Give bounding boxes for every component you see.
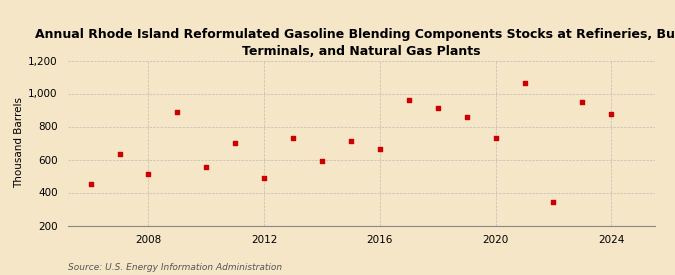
Point <box>346 139 356 144</box>
Point <box>259 176 269 181</box>
Point <box>288 136 298 140</box>
Point <box>230 141 241 145</box>
Point <box>577 100 588 104</box>
Title: Annual Rhode Island Reformulated Gasoline Blending Components Stocks at Refineri: Annual Rhode Island Reformulated Gasolin… <box>35 28 675 58</box>
Point <box>490 136 501 140</box>
Point <box>143 171 154 176</box>
Point <box>201 165 212 169</box>
Y-axis label: Thousand Barrels: Thousand Barrels <box>14 98 24 188</box>
Point <box>114 152 125 156</box>
Point <box>548 199 559 204</box>
Point <box>433 106 443 111</box>
Point <box>85 182 96 186</box>
Point <box>375 147 385 151</box>
Point <box>404 98 414 102</box>
Point <box>172 109 183 114</box>
Text: Source: U.S. Energy Information Administration: Source: U.S. Energy Information Administ… <box>68 263 281 272</box>
Point <box>519 81 530 85</box>
Point <box>461 115 472 120</box>
Point <box>317 159 327 163</box>
Point <box>606 112 617 116</box>
